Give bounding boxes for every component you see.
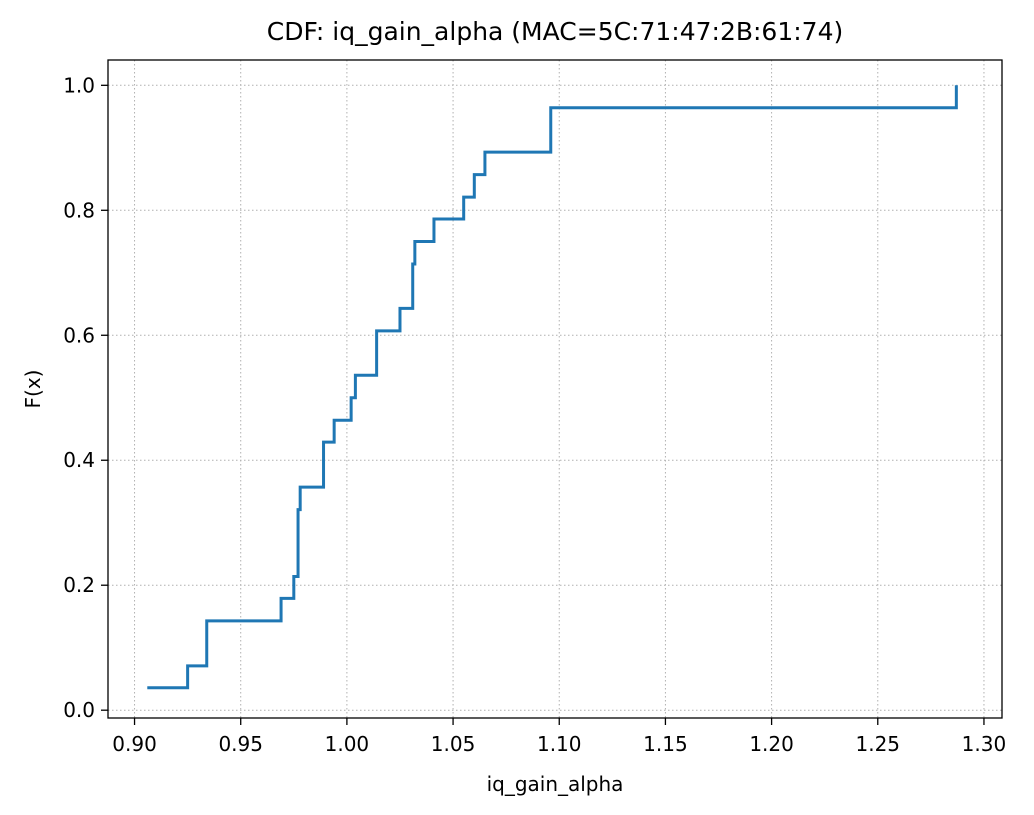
- chart-title: CDF: iq_gain_alpha (MAC=5C:71:47:2B:61:7…: [267, 17, 843, 46]
- axes-frame: [107, 59, 1003, 719]
- y-axis: 0.0 0.2 0.4 0.6 0.8 1.0: [63, 73, 108, 722]
- x-tick-label: 1.15: [643, 732, 688, 756]
- plot-area: [147, 85, 958, 690]
- cdf-step-line: [147, 85, 958, 690]
- x-tick-label: 1.10: [537, 732, 582, 756]
- x-tick-label: 0.95: [218, 732, 263, 756]
- x-tick-label: 1.20: [749, 732, 794, 756]
- x-tick-label: 1.30: [962, 732, 1007, 756]
- y-tick-label: 0.0: [63, 698, 95, 722]
- x-tick-label: 1.25: [856, 732, 901, 756]
- y-axis-label: F(x): [21, 370, 45, 409]
- y-tick-label: 0.4: [63, 448, 95, 472]
- y-tick-label: 1.0: [63, 73, 95, 97]
- x-tick-label: 1.05: [431, 732, 476, 756]
- grid-lines: [108, 60, 1002, 718]
- x-tick-label: 1.00: [325, 732, 370, 756]
- y-tick-label: 0.6: [63, 323, 95, 347]
- y-tick-label: 0.2: [63, 573, 95, 597]
- x-axis: 0.90 0.95 1.00 1.05 1.10 1.15 1.20 1.25 1.30: [112, 718, 1006, 756]
- y-tick-label: 0.8: [63, 198, 95, 222]
- x-axis-label: iq_gain_alpha: [487, 772, 624, 796]
- x-tick-label: 0.90: [112, 732, 157, 756]
